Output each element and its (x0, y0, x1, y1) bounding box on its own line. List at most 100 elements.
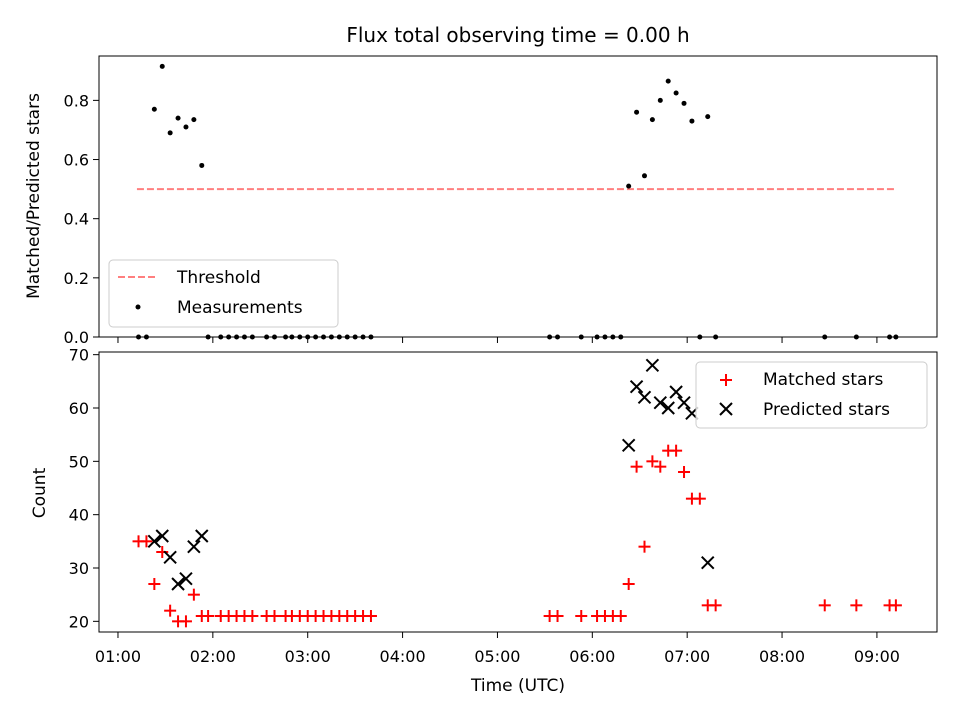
x-tick-label: 02:00 (190, 647, 236, 666)
matched-star-point (156, 546, 169, 558)
chart-title: Flux total observing time = 0.00 h (346, 23, 689, 47)
matched-star-point (268, 610, 281, 622)
legend-predicted-swatch (719, 402, 733, 416)
count-legend: Matched stars Predicted stars (695, 361, 928, 429)
matched-star-point (622, 578, 635, 590)
count-panel: 20 30 40 50 60 70 01:00 02:00 03:00 04:00 05:00 06… (30, 346, 938, 696)
measurement-point (649, 117, 655, 123)
matched-star-point (646, 455, 659, 468)
x-tick-label: 01:00 (95, 647, 141, 666)
matched-star-point (889, 599, 902, 612)
measurement-point (657, 97, 663, 103)
count-plot-frame (98, 351, 938, 633)
x-tick-label: 08:00 (759, 647, 805, 666)
predicted-star-point (669, 385, 683, 399)
predicted-star-point (179, 571, 193, 586)
measurement-point (183, 124, 189, 130)
legend-threshold-label: Threshold (176, 268, 261, 288)
matched-star-point (850, 599, 863, 612)
predicted-star-point (195, 529, 209, 543)
measurement-point (705, 114, 711, 120)
matched-star-point (187, 588, 200, 601)
measurement-point (191, 117, 197, 123)
legend-measurements-label: Measurements (177, 298, 303, 318)
ratio-y-axis-label: Matched/Predicted stars (24, 93, 44, 299)
y-tick-label: 0.8 (64, 91, 89, 110)
matched-star-point (670, 444, 683, 457)
matched-star-point (246, 610, 259, 622)
measurement-point (626, 183, 632, 189)
predicted-star-point (645, 358, 660, 373)
y-tick-label: 40 (69, 506, 89, 525)
y-tick-label: 0.2 (64, 269, 89, 288)
x-tick-label: 05:00 (474, 647, 520, 666)
predicted-star-point (701, 555, 715, 570)
matched-star-point (164, 604, 177, 617)
measurement-point (175, 115, 181, 121)
y-tick-label: 0.6 (64, 151, 89, 170)
matched-star-point (638, 540, 651, 553)
matched-star-point (202, 610, 215, 622)
ratio-panel: 0.00.20.40.60.8 Matched/Predicted stars … (24, 55, 938, 347)
legend-matched-swatch (720, 374, 732, 386)
predicted-star-point (187, 539, 201, 554)
ratio-y-ticks: 0.0 0.2 0.4 0.6 0.8 (64, 91, 99, 347)
x-tick-label: 03:00 (285, 647, 331, 666)
y-tick-label: 0.4 (64, 210, 89, 229)
predicted-star-point (661, 401, 675, 415)
x-axis-label: Time (UTC) (470, 676, 565, 696)
measurement-point (665, 78, 671, 84)
matched-star-point (614, 610, 627, 622)
x-tick-label: 07:00 (664, 647, 710, 666)
matched-star-point (818, 599, 831, 612)
measurement-point (634, 109, 640, 115)
matched-star-point (693, 492, 706, 505)
matched-star-point (364, 610, 377, 622)
measurement-point (199, 162, 205, 168)
matched-star-point (140, 535, 153, 548)
y-tick-label: 50 (69, 452, 89, 471)
predicted-star-point (653, 395, 668, 410)
predicted-star-point (163, 550, 177, 565)
count-y-ticks: 20 30 40 50 60 70 (69, 346, 99, 631)
legend-matched-label: Matched stars (763, 370, 883, 390)
matched-star-point (654, 460, 667, 473)
matched-star-point (575, 610, 588, 622)
legend-predicted-label: Predicted stars (763, 400, 890, 420)
ratio-legend-box (108, 259, 339, 328)
measurement-point (673, 90, 679, 96)
predicted-star-point (155, 529, 169, 543)
matched-star-point (678, 466, 691, 478)
matched-star-point (630, 460, 643, 473)
measurement-point (167, 130, 173, 136)
count-marks (132, 358, 902, 628)
y-tick-label: 20 (69, 612, 89, 631)
measurement-point (151, 106, 157, 112)
legend-measurements-swatch (135, 304, 141, 310)
predicted-star-point (621, 438, 636, 453)
matched-star-point (709, 599, 722, 612)
measurement-point (159, 63, 165, 69)
x-tick-label: 06:00 (569, 647, 615, 666)
y-tick-label: 0.0 (64, 328, 89, 347)
predicted-star-point (147, 534, 162, 549)
y-tick-label: 70 (69, 346, 89, 365)
y-tick-label: 60 (69, 399, 89, 418)
count-legend-box (695, 361, 928, 429)
measurement-point (681, 100, 687, 106)
predicted-star-point (637, 390, 652, 405)
ratio-x-ticks (117, 337, 878, 343)
x-tick-label: 09:00 (854, 647, 900, 666)
matched-star-point (551, 610, 564, 622)
predicted-star-point (171, 577, 185, 591)
predicted-star-point (677, 395, 691, 410)
x-tick-label: 04:00 (380, 647, 426, 666)
count-x-ticks: 01:00 02:00 03:00 04:00 05:00 06:00 07:00 08:00… (95, 632, 900, 666)
ratio-plot-frame (98, 55, 938, 338)
ratio-legend: Threshold Measurements (108, 259, 339, 328)
count-y-axis-label: Count (30, 467, 50, 518)
predicted-star-point (629, 379, 644, 394)
y-tick-label: 30 (69, 559, 89, 578)
